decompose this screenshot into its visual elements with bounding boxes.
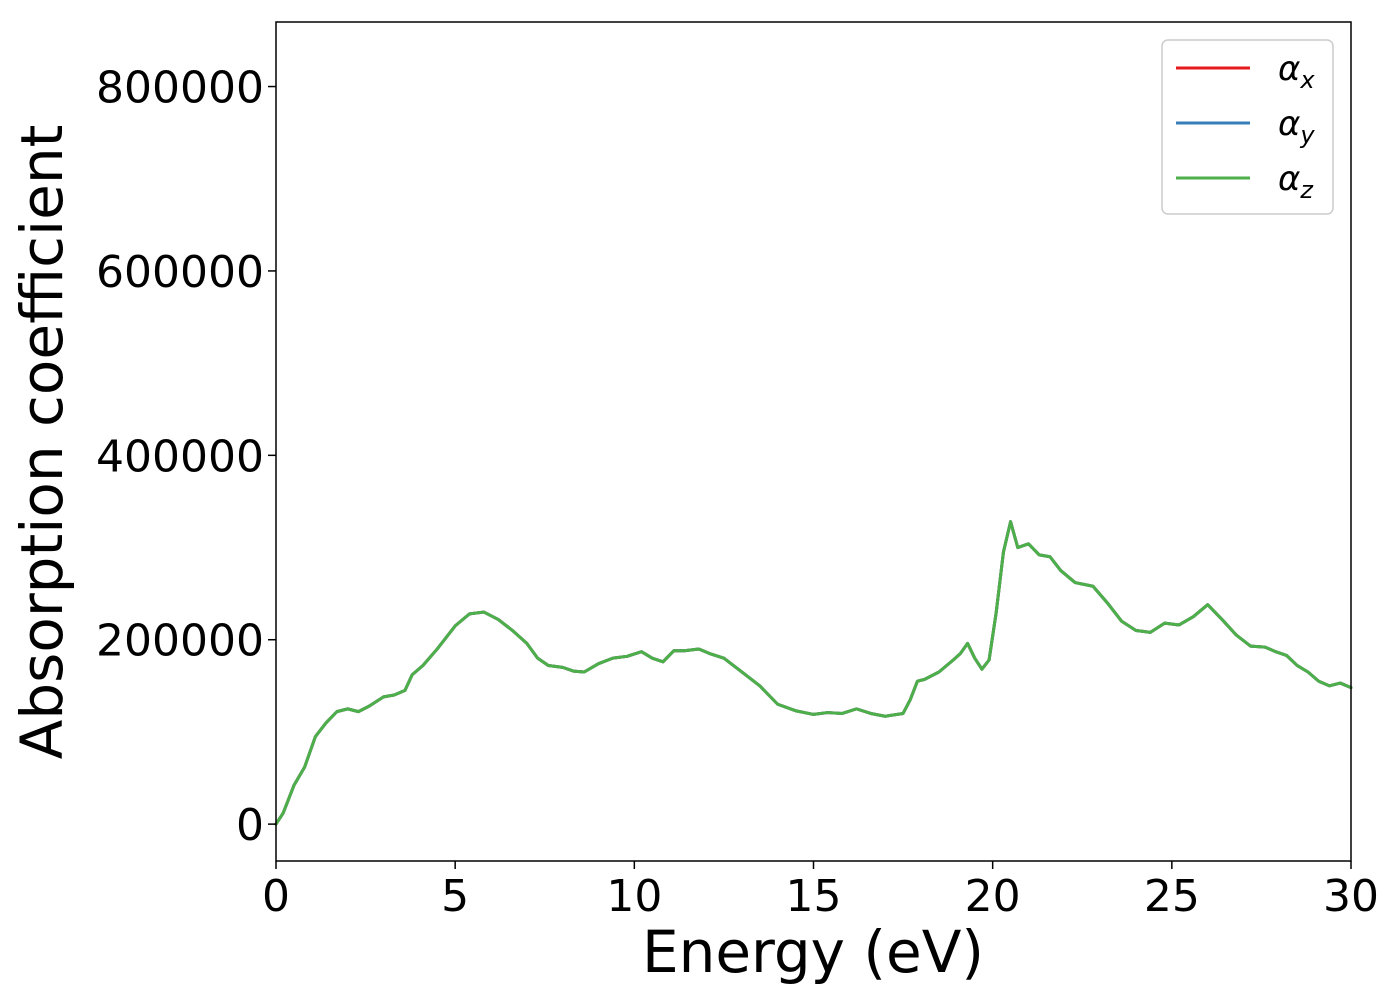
legend-label: αy <box>1278 104 1315 149</box>
y-tick-label: 400000 <box>96 431 264 482</box>
y-tick-label: 200000 <box>96 616 264 667</box>
x-tick-label: 10 <box>606 871 662 922</box>
x-axis-title: Energy (eV) <box>642 918 984 986</box>
legend: αx αy αz <box>1161 39 1334 215</box>
x-axis-ticks: 0 5 10 15 20 25 30 <box>262 861 1379 922</box>
y-tick-label: 600000 <box>96 247 264 298</box>
y-tick-label: 800000 <box>96 63 264 114</box>
x-tick-label: 5 <box>441 871 469 922</box>
y-tick-label: 0 <box>236 800 264 851</box>
x-tick-label: 25 <box>1144 871 1200 922</box>
y-axis-title: Absorption coefficient <box>8 125 76 760</box>
series-line-3 <box>274 520 1353 826</box>
series-line-1 <box>274 520 1353 826</box>
legend-box <box>1161 39 1334 215</box>
x-tick-label: 20 <box>965 871 1021 922</box>
x-tick-label: 15 <box>786 871 842 922</box>
series-line-2 <box>274 520 1353 826</box>
y-axis-ticks: 0 200000 400000 600000 800000 <box>96 63 276 851</box>
legend-label: αx <box>1278 49 1315 94</box>
series-layer <box>274 520 1353 826</box>
x-tick-label: 0 <box>262 871 290 922</box>
legend-items: αx αy αz <box>1176 49 1315 204</box>
legend-label: αz <box>1278 159 1314 204</box>
x-tick-label: 30 <box>1323 871 1379 922</box>
